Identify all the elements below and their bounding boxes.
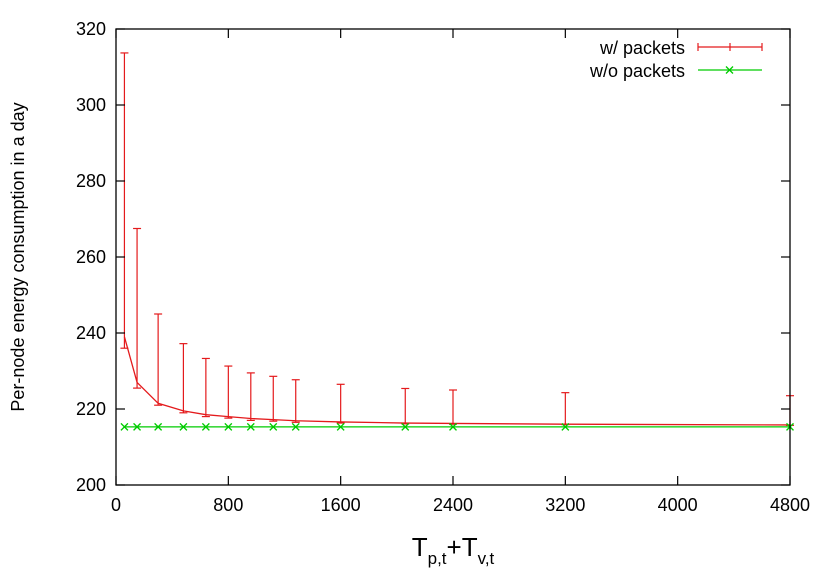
x-tick-label: 2400 [433,495,473,515]
legend-symbol-wo-packets [698,66,762,74]
error-bar [201,357,210,418]
data-point [133,422,142,431]
data-point [269,422,278,431]
legend-label-w-packets: w/ packets [599,38,685,58]
x-axis-label-part: T [462,532,478,562]
data-point [224,422,233,431]
x-tick-label: 4800 [770,495,810,515]
error-bar [133,227,142,389]
x-axis-label-sub: v,t [478,549,495,568]
legend: w/ packets w/o packets [589,38,763,81]
x-tick-label: 3200 [545,495,585,515]
data-point [401,422,410,431]
y-tick-label: 320 [76,19,106,39]
x-tick-label: 800 [213,495,243,515]
error-bar [154,313,163,406]
legend-label-wo-packets: w/o packets [589,61,685,81]
data-point [561,422,570,431]
x-tick-label: 4000 [658,495,698,515]
series-line-w-packets [123,336,791,426]
error-bar [561,392,570,426]
axis-ticks [115,28,791,486]
data-point [336,422,345,431]
y-tick-label: 200 [76,475,106,495]
x-tick-label: 1600 [321,495,361,515]
data-point [201,422,210,431]
x-axis-label-part: T [412,532,428,562]
error-bar [120,52,129,349]
x-tick-label: 0 [111,495,121,515]
data-point [246,422,255,431]
error-bar [224,365,233,419]
error-bar [401,387,410,425]
y-tick-label: 220 [76,399,106,419]
x-axis-label: Tp,t+Tv,t [412,532,495,568]
y-tick-label: 280 [76,171,106,191]
x-axis-label-sub: p,t [428,549,447,568]
legend-symbol-w-packets [697,43,763,51]
y-tick-label: 260 [76,247,106,267]
error-bar [269,375,278,422]
series-layer [120,52,794,431]
error-bar [291,379,300,423]
data-point [449,422,457,431]
series-wo-packets [120,422,794,431]
y-tick-label: 300 [76,95,106,115]
data-point [120,422,129,431]
error-bar [246,372,255,421]
error-bar [449,389,457,425]
series-w-packets [120,52,794,426]
y-axis-label: Per-node energy consumption in a day [8,102,28,411]
y-tick-label: 240 [76,323,106,343]
error-bar [336,383,345,424]
data-point [179,422,188,431]
error-bar [179,343,188,414]
data-point [154,422,163,431]
x-axis-label-part: + [447,532,462,562]
data-point [291,422,300,431]
